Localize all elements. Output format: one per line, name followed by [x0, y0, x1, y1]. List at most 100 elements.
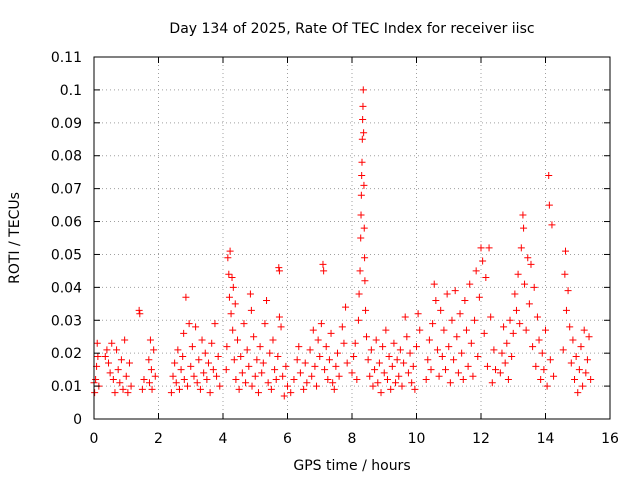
data-point	[204, 359, 212, 367]
data-point	[201, 349, 209, 357]
data-point	[188, 343, 196, 351]
data-point	[330, 385, 338, 393]
data-point	[475, 293, 483, 301]
data-point	[145, 379, 153, 387]
data-point	[416, 326, 424, 334]
data-point	[516, 320, 524, 328]
data-point	[101, 352, 109, 360]
data-point	[562, 306, 570, 314]
data-point	[114, 366, 122, 374]
y-tick-label: 0.06	[51, 215, 82, 231]
data-point	[122, 372, 130, 380]
data-point	[488, 379, 496, 387]
data-point	[91, 389, 99, 397]
data-point	[430, 280, 438, 288]
data-point	[485, 244, 493, 252]
data-point	[514, 270, 522, 278]
data-point	[438, 352, 446, 360]
data-point	[229, 283, 237, 291]
data-point	[196, 385, 204, 393]
data-point	[538, 349, 546, 357]
data-point	[414, 310, 422, 318]
data-point	[354, 316, 362, 324]
data-point	[93, 339, 101, 347]
data-point	[261, 320, 269, 328]
data-point	[353, 376, 361, 384]
data-point	[269, 336, 277, 344]
data-point	[216, 382, 224, 390]
data-point	[235, 385, 243, 393]
data-point	[519, 211, 527, 219]
data-point	[477, 244, 485, 252]
data-point	[390, 339, 398, 347]
data-point	[177, 366, 185, 374]
data-point	[119, 385, 127, 393]
data-point	[213, 372, 221, 380]
data-point	[311, 362, 319, 370]
data-point	[559, 346, 567, 354]
data-point	[321, 366, 329, 374]
data-point	[232, 376, 240, 384]
data-point	[284, 382, 291, 390]
data-point	[358, 171, 366, 179]
data-point	[357, 191, 365, 199]
data-point	[572, 352, 580, 360]
data-point	[348, 369, 356, 377]
data-point	[490, 346, 498, 354]
data-point	[138, 385, 146, 393]
data-point	[577, 343, 585, 351]
data-point	[358, 135, 366, 143]
data-point	[451, 287, 459, 295]
data-point	[357, 234, 365, 242]
data-point	[550, 372, 558, 380]
data-point	[525, 300, 533, 308]
data-point	[179, 352, 187, 360]
data-point	[542, 326, 549, 334]
data-point	[306, 346, 314, 354]
data-point	[445, 343, 453, 351]
data-point	[94, 352, 102, 360]
data-point	[374, 379, 382, 387]
x-axis-label: GPS time / hours	[293, 458, 410, 474]
data-point	[404, 369, 412, 377]
data-point	[140, 376, 148, 384]
data-point	[167, 389, 175, 397]
data-point	[238, 369, 246, 377]
data-point	[117, 356, 125, 364]
data-point	[185, 320, 193, 328]
data-point	[521, 280, 529, 288]
data-point	[290, 376, 298, 384]
data-point	[121, 336, 129, 344]
data-point	[446, 379, 454, 387]
data-point	[540, 366, 548, 374]
data-point	[116, 379, 124, 387]
data-point	[424, 356, 432, 364]
data-point	[474, 352, 482, 360]
data-point	[342, 303, 350, 311]
y-tick-label: 0.03	[51, 313, 82, 329]
data-point	[479, 257, 487, 265]
data-point	[442, 366, 450, 374]
y-tick-label: 0.01	[51, 379, 82, 395]
data-point	[231, 300, 239, 308]
data-point	[319, 260, 327, 268]
data-point	[275, 267, 283, 275]
x-tick-label: 12	[472, 431, 490, 447]
data-point	[535, 336, 543, 344]
y-tick-labels: 0 0.01 0.02 0.03 0.04 0.05 0.06 0.07 0.08 0.09 0.1…	[51, 50, 82, 428]
data-point	[408, 379, 416, 387]
x-tick-label: 14	[537, 431, 555, 447]
data-point	[106, 369, 114, 377]
data-point	[375, 359, 383, 367]
data-point	[277, 323, 285, 331]
data-point	[224, 254, 232, 262]
data-point	[248, 382, 256, 390]
data-point	[464, 362, 472, 370]
data-point	[175, 385, 183, 393]
data-point	[364, 356, 372, 364]
data-point	[546, 356, 554, 364]
data-point	[359, 116, 367, 124]
data-point	[483, 362, 491, 370]
data-point	[324, 376, 332, 384]
data-point	[279, 372, 287, 380]
